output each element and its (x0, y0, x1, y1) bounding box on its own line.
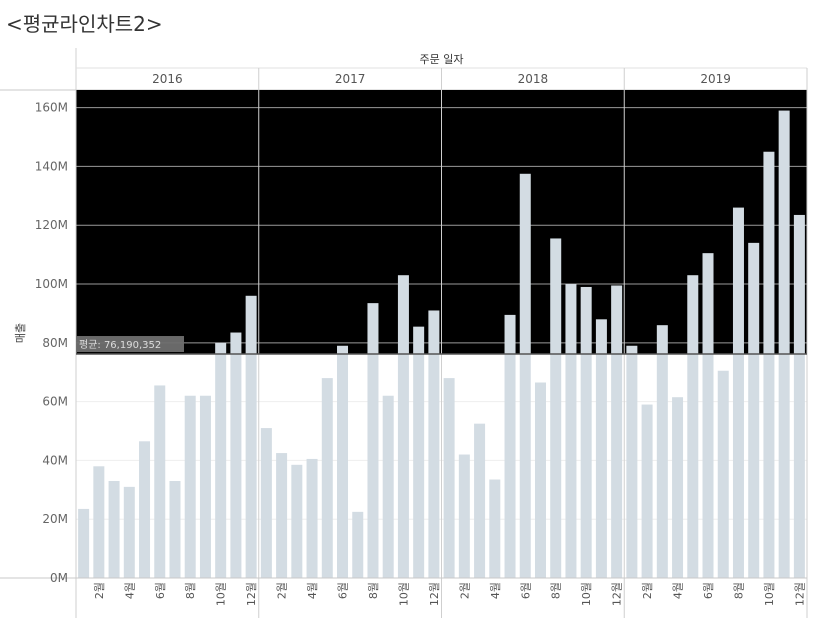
bar (215, 342, 227, 578)
bar (337, 345, 349, 578)
x-tick-label: 4월 (123, 582, 136, 599)
x-tick-label: 6월 (337, 582, 350, 599)
bar (626, 345, 638, 578)
bar (93, 466, 105, 578)
bar (611, 285, 623, 578)
x-tick-label: 6월 (702, 582, 715, 599)
bar (139, 441, 151, 578)
bar (595, 319, 607, 578)
chart-title: <평균라인차트2> (6, 12, 163, 36)
bar (550, 238, 562, 578)
y-tick-label: 100M (35, 277, 68, 291)
y-tick-label: 20M (42, 512, 68, 526)
bar (108, 480, 120, 578)
bar (123, 486, 135, 578)
x-tick-label: 10월 (763, 582, 776, 606)
year-label: 2018 (518, 72, 549, 86)
bar (154, 385, 166, 578)
bar (641, 404, 653, 578)
x-tick-label: 10월 (215, 582, 228, 606)
bar (519, 173, 531, 578)
bar (489, 479, 501, 578)
bar (184, 395, 196, 578)
average-label-box (76, 336, 184, 353)
bar (382, 395, 394, 578)
bar (504, 314, 516, 578)
bar (565, 284, 577, 578)
year-label: 2019 (700, 72, 731, 86)
y-tick-label: 0M (50, 571, 68, 585)
bar (672, 397, 684, 578)
x-tick-label: 8월 (184, 582, 197, 599)
bar (474, 423, 486, 578)
x-tick-label: 2월 (93, 582, 106, 599)
average-label: 평균: 76,190,352 (79, 339, 161, 351)
bar (321, 378, 333, 578)
bar (443, 378, 455, 578)
bar (352, 511, 364, 578)
y-tick-label: 140M (35, 159, 68, 173)
bar (748, 242, 760, 578)
y-tick-label: 80M (42, 336, 68, 350)
x-tick-label: 2월 (276, 582, 289, 599)
bar (732, 207, 744, 578)
bar (793, 214, 805, 578)
bar (245, 295, 257, 578)
x-tick-label: 8월 (732, 582, 745, 599)
bar (367, 303, 379, 578)
bar (428, 310, 440, 578)
x-tick-label: 4월 (672, 582, 685, 599)
year-label: 2016 (152, 72, 183, 86)
bar (260, 428, 272, 578)
bar (78, 508, 90, 578)
x-tick-label: 12월 (245, 582, 258, 606)
x-tick-label: 8월 (550, 582, 563, 599)
x-tick-label: 4월 (489, 582, 502, 599)
bar (306, 458, 318, 578)
bar (702, 253, 714, 579)
year-label: 2017 (335, 72, 366, 86)
x-tick-label: 10월 (397, 582, 410, 606)
x-tick-label: 6월 (519, 582, 532, 599)
x-tick-label: 8월 (367, 582, 380, 599)
bar (199, 395, 211, 578)
y-tick-label: 120M (35, 218, 68, 232)
x-tick-label: 12월 (793, 582, 806, 606)
bar (291, 464, 303, 578)
x-tick-label: 6월 (154, 582, 167, 599)
bar (717, 370, 729, 578)
x-tick-label: 2월 (458, 582, 471, 599)
y-tick-label: 60M (42, 395, 68, 409)
y-tick-label: 40M (42, 453, 68, 467)
bar (534, 382, 546, 578)
bar (763, 151, 775, 579)
bar (656, 325, 668, 578)
bar (276, 453, 288, 578)
x-tick-label: 2월 (641, 582, 654, 599)
x-tick-label: 12월 (428, 582, 441, 606)
bar (778, 110, 790, 579)
y-axis-label: 매출 (14, 323, 27, 343)
bar (687, 275, 699, 578)
x-tick-label: 4월 (306, 582, 319, 599)
bar (458, 454, 470, 578)
bar (230, 332, 242, 578)
x-tick-label: 12월 (611, 582, 624, 606)
x-tick-label: 10월 (580, 582, 593, 606)
bar (397, 275, 409, 578)
y-tick-label: 160M (35, 101, 68, 115)
bar (169, 480, 181, 578)
bar (580, 286, 592, 578)
bar (413, 326, 425, 578)
column-header: 주문 일자 (420, 52, 464, 66)
